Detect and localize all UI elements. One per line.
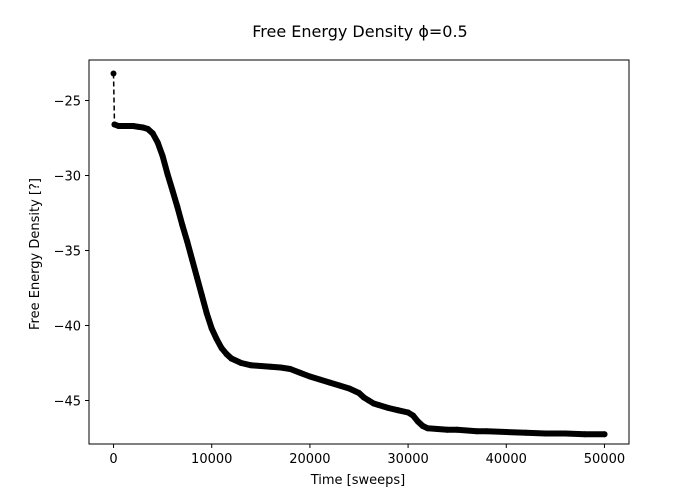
data-point bbox=[164, 171, 171, 177]
chart-title: Free Energy Density ϕ=0.5 bbox=[252, 22, 467, 41]
data-point bbox=[562, 430, 569, 437]
data-point bbox=[419, 423, 426, 429]
data-point bbox=[454, 426, 461, 433]
data-point bbox=[198, 292, 205, 299]
data-point bbox=[277, 364, 284, 371]
x-tick-label: 10000 bbox=[191, 452, 232, 467]
x-tick-label: 30000 bbox=[387, 452, 428, 467]
data-point bbox=[144, 126, 151, 132]
data-point bbox=[385, 405, 392, 411]
data-point bbox=[179, 222, 186, 228]
data-point bbox=[184, 238, 191, 245]
data-point bbox=[154, 139, 161, 146]
data-point bbox=[218, 345, 225, 351]
data-point bbox=[414, 418, 421, 425]
data-point bbox=[203, 310, 210, 317]
y-axis-label: Free Energy Density [?] bbox=[28, 178, 43, 330]
data-point bbox=[360, 394, 367, 401]
data-point bbox=[267, 363, 274, 370]
data-point bbox=[375, 402, 382, 408]
data-point bbox=[522, 429, 529, 436]
data-point bbox=[326, 379, 333, 386]
data-point bbox=[424, 425, 431, 432]
data-point bbox=[395, 407, 402, 414]
x-tick-label: 40000 bbox=[486, 452, 527, 467]
data-point bbox=[159, 153, 166, 159]
y-tick-label: −25 bbox=[54, 95, 81, 110]
data-point bbox=[135, 123, 142, 130]
data-point bbox=[213, 336, 220, 342]
data-point bbox=[601, 431, 608, 438]
data-point bbox=[503, 429, 510, 435]
data-point bbox=[316, 376, 323, 383]
data-point bbox=[110, 70, 117, 77]
data-point bbox=[336, 382, 343, 389]
data-point bbox=[464, 427, 470, 434]
data-point bbox=[542, 430, 549, 437]
x-tick-label: 20000 bbox=[289, 452, 330, 467]
x-tick-label: 0 bbox=[109, 452, 117, 467]
data-point bbox=[365, 397, 372, 404]
data-point bbox=[410, 412, 416, 419]
x-axis-label: Time [sweeps] bbox=[310, 473, 406, 488]
data-point bbox=[169, 187, 176, 194]
data-point bbox=[248, 362, 254, 369]
data-point bbox=[115, 123, 122, 129]
data-point bbox=[174, 204, 181, 210]
data-point bbox=[140, 124, 146, 131]
data-point bbox=[120, 123, 127, 129]
data-point bbox=[306, 373, 313, 380]
data-point bbox=[149, 130, 156, 137]
data-point bbox=[434, 426, 441, 432]
axis-ticks: 0 10000 20000 30000 40000 50000 −25 −30 −35 −40 −4… bbox=[54, 95, 626, 468]
y-tick-label: −30 bbox=[54, 170, 81, 185]
data-point bbox=[356, 390, 362, 396]
data-point bbox=[208, 325, 215, 332]
data-point bbox=[346, 385, 353, 392]
data-point bbox=[483, 428, 490, 435]
data-point bbox=[223, 351, 230, 357]
data-point bbox=[287, 366, 294, 372]
data-point bbox=[405, 409, 412, 416]
data-point bbox=[194, 274, 200, 281]
data-point bbox=[228, 355, 235, 362]
data-point bbox=[297, 369, 304, 376]
plot-frame bbox=[88, 59, 630, 445]
data-point bbox=[581, 431, 588, 438]
plot-area bbox=[110, 70, 608, 438]
data-point bbox=[444, 426, 451, 433]
y-tick-label: −45 bbox=[54, 395, 81, 410]
y-tick-label: −40 bbox=[54, 320, 81, 335]
x-tick-label: 50000 bbox=[584, 452, 625, 467]
y-tick-label: −35 bbox=[54, 245, 81, 260]
data-point bbox=[238, 360, 245, 366]
data-point bbox=[257, 363, 264, 369]
data-point bbox=[130, 123, 137, 129]
data-point bbox=[473, 428, 480, 435]
data-point bbox=[370, 400, 377, 407]
data-point bbox=[189, 256, 196, 263]
